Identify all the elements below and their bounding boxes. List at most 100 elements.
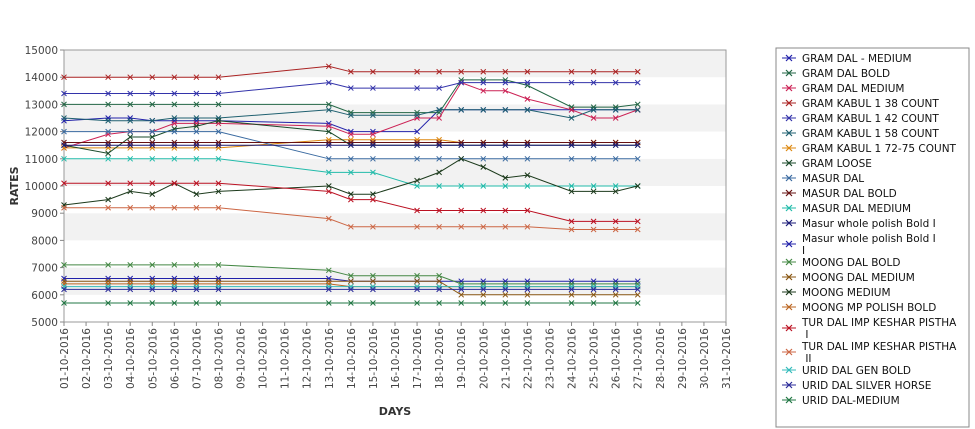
data-point xyxy=(414,155,420,162)
data-point xyxy=(149,300,156,306)
series-line xyxy=(63,158,638,206)
data-point xyxy=(193,142,200,149)
data-point xyxy=(436,286,442,293)
data-point xyxy=(348,191,354,198)
grid-band xyxy=(64,77,726,105)
data-point xyxy=(193,191,200,198)
legend-label: GRAM DAL MEDIUM xyxy=(802,83,904,95)
data-point xyxy=(61,155,67,162)
data-point xyxy=(524,300,531,306)
data-point xyxy=(105,196,111,203)
data-point xyxy=(348,142,354,149)
data-point xyxy=(436,115,442,121)
data-point xyxy=(612,142,619,149)
legend-swatch-marker xyxy=(785,366,793,374)
data-point xyxy=(348,196,354,203)
grid-band xyxy=(64,186,726,214)
data-point xyxy=(61,286,67,293)
x-tick-label: 29-10-2016 xyxy=(677,328,689,389)
data-point xyxy=(524,172,531,178)
data-point xyxy=(612,115,619,121)
data-point xyxy=(568,183,575,189)
data-point xyxy=(612,183,619,189)
legend-item-20: URID DAL SILVER HORSE xyxy=(782,380,931,392)
data-point xyxy=(502,183,509,189)
data-point xyxy=(502,174,509,181)
data-point xyxy=(590,226,597,233)
series-line xyxy=(64,207,638,230)
data-point xyxy=(348,155,354,162)
legend-item-4: GRAM KABUL 1 42 COUNT xyxy=(782,113,939,125)
legend-label: MOONG DAL MEDIUM xyxy=(802,272,915,284)
data-point xyxy=(370,155,376,162)
data-point xyxy=(215,180,222,187)
data-point xyxy=(414,272,420,279)
legend-item-11: Masur whole polish Bold I xyxy=(782,218,936,230)
grid-band xyxy=(64,50,726,78)
data-point xyxy=(325,215,332,222)
x-tick-label: 16-10-2016 xyxy=(390,328,402,389)
legend-label: URID DAL SILVER HORSE xyxy=(802,380,931,392)
series-17 xyxy=(61,180,641,225)
data-point xyxy=(634,183,641,189)
series-8 xyxy=(61,128,641,162)
data-point xyxy=(127,101,134,108)
series-4 xyxy=(61,79,641,97)
x-tick-label: 15-10-2016 xyxy=(368,328,380,389)
data-point xyxy=(414,286,420,293)
data-point xyxy=(568,155,575,162)
data-point xyxy=(127,155,134,162)
data-point xyxy=(590,218,597,225)
data-point xyxy=(171,128,178,135)
legend-item-10: MASUR DAL MEDIUM xyxy=(782,203,911,215)
data-point xyxy=(634,291,641,298)
legend-swatch-marker xyxy=(785,84,793,92)
data-point xyxy=(436,223,442,230)
data-point xyxy=(502,106,509,113)
legend-label: MOONG DAL BOLD xyxy=(802,257,900,269)
data-point xyxy=(127,286,134,293)
data-point xyxy=(127,180,134,187)
data-point xyxy=(634,226,641,233)
x-tick-label: 21-10-2016 xyxy=(500,328,512,389)
data-point xyxy=(149,90,156,97)
data-point xyxy=(414,68,420,75)
data-point xyxy=(149,134,156,140)
data-point xyxy=(105,117,111,124)
legend-swatch-marker xyxy=(785,144,793,152)
data-point xyxy=(634,106,641,113)
legend-swatch-marker xyxy=(785,159,793,167)
data-point xyxy=(590,183,597,189)
x-tick-label: 05-10-2016 xyxy=(147,328,159,389)
data-point xyxy=(171,120,178,127)
data-point xyxy=(502,223,509,230)
data-point xyxy=(127,74,134,81)
data-point xyxy=(149,262,156,268)
x-tick-label: 17-10-2016 xyxy=(412,328,424,389)
data-point xyxy=(458,106,465,113)
data-point xyxy=(105,128,111,135)
data-point xyxy=(105,180,111,187)
data-point xyxy=(105,90,111,97)
data-point xyxy=(127,117,134,124)
legend-label: TUR DAL IMP KESHAR PISTHA II xyxy=(801,341,957,365)
data-point xyxy=(171,90,178,97)
legend-swatch-marker xyxy=(785,324,793,332)
x-tick-label: 19-10-2016 xyxy=(456,328,468,389)
data-point xyxy=(127,262,134,268)
data-point xyxy=(325,101,332,108)
legend-item-7: GRAM LOOSE xyxy=(782,158,872,170)
data-point xyxy=(590,300,597,306)
legend-item-15: MOONG MEDIUM xyxy=(782,287,891,299)
data-point xyxy=(171,142,178,149)
x-tick-label: 02-10-2016 xyxy=(81,328,93,389)
data-point xyxy=(634,68,641,75)
data-point xyxy=(370,142,376,149)
legend-swatch-marker xyxy=(785,273,793,281)
data-point xyxy=(502,300,509,306)
series-line xyxy=(63,81,638,149)
data-point xyxy=(414,128,420,135)
legend-label: MOONG MP POLISH BOLD xyxy=(802,302,936,314)
legend-label: Masur whole polish Bold I xyxy=(802,218,936,230)
